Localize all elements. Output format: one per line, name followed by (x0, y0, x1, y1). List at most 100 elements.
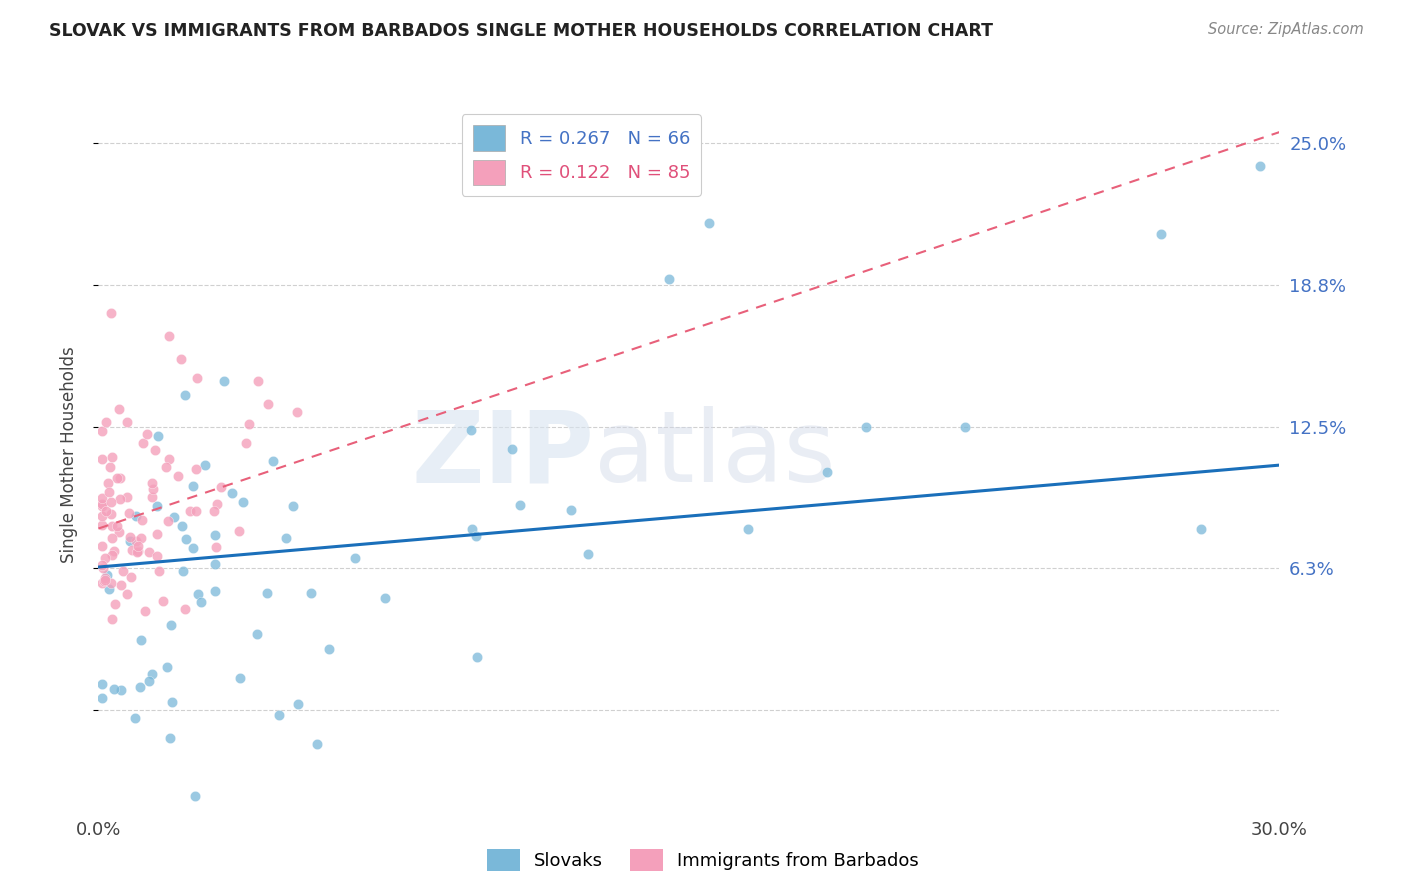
Point (465, 529, 488, 543)
Point (98, 484, 121, 499)
Point (91, 677, 114, 691)
Point (179, 504, 201, 518)
Point (127, 539, 149, 553)
Point (212, 374, 235, 388)
Text: Source: ZipAtlas.com: Source: ZipAtlas.com (1208, 22, 1364, 37)
Point (318, 642, 340, 657)
Point (155, 460, 177, 475)
Point (94, 551, 117, 566)
Point (228, 524, 250, 538)
Point (1249, 159, 1271, 173)
Point (110, 471, 132, 485)
Point (1150, 227, 1173, 241)
Point (117, 415, 139, 429)
Text: ZIP: ZIP (412, 407, 595, 503)
Point (148, 564, 170, 578)
Point (93, 574, 115, 589)
Point (257, 397, 280, 411)
Point (91, 691, 114, 706)
Point (159, 731, 181, 746)
Point (501, 442, 523, 457)
Point (160, 695, 183, 709)
Point (204, 558, 226, 572)
Point (96, 567, 118, 582)
Point (104, 597, 127, 611)
Point (169, 351, 191, 366)
Point (94, 574, 117, 588)
Point (118, 533, 141, 548)
Point (209, 479, 232, 493)
Point (205, 497, 228, 511)
Point (174, 532, 197, 546)
Point (115, 587, 138, 601)
Point (91, 508, 114, 523)
Point (98, 460, 121, 475)
Point (143, 442, 166, 457)
Point (141, 666, 163, 681)
Point (103, 682, 125, 697)
Point (658, 272, 681, 286)
Point (159, 329, 181, 343)
Point (246, 374, 269, 388)
Point (146, 428, 169, 442)
Point (465, 650, 488, 665)
Point (274, 531, 297, 545)
Point (125, 534, 148, 549)
Point (103, 543, 125, 558)
Point (125, 545, 148, 559)
Point (94, 504, 117, 518)
Point (815, 465, 838, 479)
Point (299, 585, 322, 599)
Point (238, 417, 260, 432)
Point (138, 545, 160, 559)
Point (101, 531, 124, 545)
Point (737, 522, 759, 536)
Point (221, 486, 243, 500)
Point (135, 426, 157, 441)
Point (110, 578, 132, 592)
Point (91, 499, 114, 513)
Point (127, 543, 149, 558)
Point (131, 513, 153, 527)
Point (105, 518, 128, 533)
Point (108, 524, 131, 539)
Point (194, 458, 217, 472)
Point (115, 490, 138, 504)
Point (129, 632, 152, 647)
Point (91, 451, 114, 466)
Point (560, 503, 582, 517)
Point (94, 570, 117, 584)
Point (97, 476, 120, 491)
Point (229, 671, 252, 685)
Point (110, 682, 132, 697)
Point (246, 627, 269, 641)
Y-axis label: Single Mother Households: Single Mother Households (59, 347, 77, 563)
Point (204, 527, 226, 541)
Point (132, 436, 155, 450)
Point (91, 560, 114, 574)
Text: SLOVAK VS IMMIGRANTS FROM BARBADOS SINGLE MOTHER HOUSEHOLDS CORRELATION CHART: SLOVAK VS IMMIGRANTS FROM BARBADOS SINGL… (49, 22, 993, 40)
Point (124, 711, 146, 725)
Point (509, 498, 531, 512)
Point (1189, 522, 1212, 536)
Point (142, 482, 165, 496)
Point (91, 491, 114, 505)
Point (190, 595, 212, 609)
Point (146, 549, 169, 563)
Point (172, 564, 194, 578)
Point (152, 594, 174, 608)
Point (374, 591, 396, 605)
Point (287, 697, 309, 711)
Point (953, 419, 976, 434)
Point (186, 503, 208, 517)
Point (173, 387, 195, 401)
Point (157, 451, 180, 466)
Point (232, 495, 254, 509)
Legend: R = 0.267   N = 66, R = 0.122   N = 85: R = 0.267 N = 66, R = 0.122 N = 85 (461, 114, 700, 196)
Point (129, 531, 152, 545)
Point (202, 504, 225, 518)
Point (121, 543, 143, 558)
Point (160, 618, 183, 632)
Point (134, 604, 156, 618)
Point (186, 371, 208, 385)
